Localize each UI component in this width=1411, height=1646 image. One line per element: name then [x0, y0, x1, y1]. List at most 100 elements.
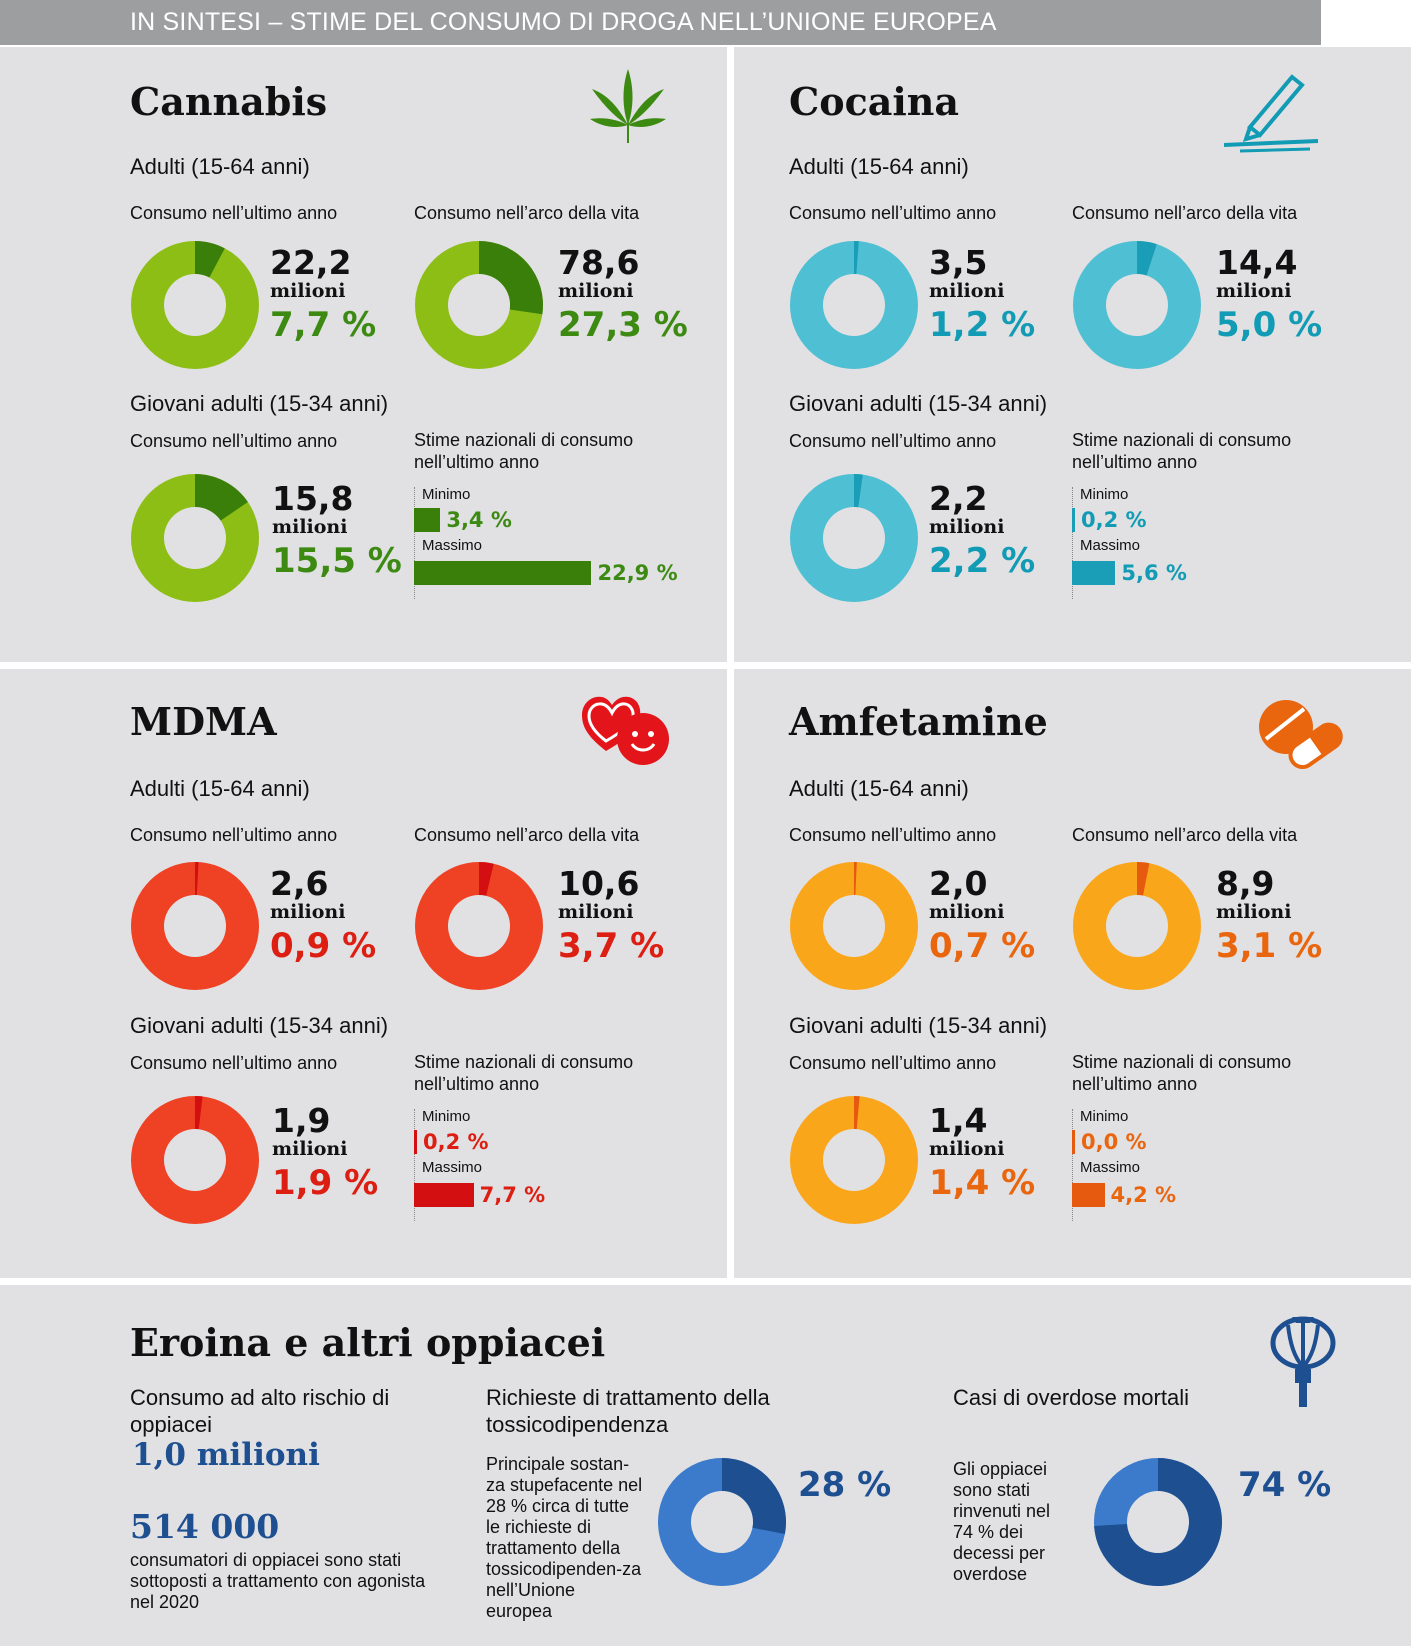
poppy-icon [1270, 1316, 1336, 1407]
donut-hole [823, 274, 885, 336]
donut-slice [1094, 1458, 1222, 1586]
mdma-adult-lifetime-percent: 3,7 % [558, 926, 665, 966]
cannabis-adult-last-year-millions: 22,2 [270, 243, 352, 282]
treatment-requests-heading: Richieste di trattamento della tossicodi… [486, 1385, 770, 1437]
cannabis-young-label: Giovani adulti (15-34 anni) [130, 391, 389, 416]
cannabis-max-value: 22,9 % [597, 561, 678, 585]
national-label-line1: Stime nazionali di consumo [414, 430, 634, 450]
cocaina-adults-label: Adulti (15-64 anni) [789, 154, 969, 179]
cannabis-young-millions: 15,8 [272, 479, 354, 518]
mdma-min-bar [414, 1130, 417, 1154]
cannabis-min-bar [414, 508, 441, 532]
min-label: Minimo [1080, 486, 1129, 503]
min-label: Minimo [422, 486, 471, 503]
amfetamine-young-last-year-label: Consumo nell’ultimo anno [789, 1053, 997, 1073]
range-axis [1072, 1109, 1074, 1221]
cannabis-title: Cannabis [130, 79, 328, 124]
donut-hole [1106, 274, 1168, 336]
cannabis-adult-lifetime-percent: 27,3 % [558, 305, 688, 345]
amfetamine-young-percent: 1,4 % [929, 1163, 1036, 1203]
mdma-adult-last-year-percent: 0,9 % [270, 926, 377, 966]
milioni-label: milioni [558, 901, 634, 923]
donut-hole [448, 274, 510, 336]
pill-capsule-icon [1259, 700, 1343, 770]
donut-hole [1127, 1491, 1189, 1553]
amfetamine-national-label: Stime nazionali di consumo nell’ultimo a… [1072, 1051, 1291, 1095]
donut-slice [479, 862, 494, 896]
cocaina-min-bar [1072, 508, 1075, 532]
milioni-label: milioni [558, 280, 634, 302]
agonist-treatment-value: 514 000 [130, 1507, 280, 1546]
national-label-line2: nell’ultimo anno [1072, 1074, 1198, 1094]
max-label: Massimo [422, 537, 483, 554]
milioni-label: milioni [1216, 280, 1292, 302]
cocaina-adult-last-year-donut [790, 241, 918, 369]
max-label: Massimo [1080, 537, 1141, 554]
donut-hole [164, 895, 226, 957]
amfetamine-adult-lifetime-millions: 8,9 [1216, 864, 1275, 903]
cannabis-max-bar [414, 561, 592, 585]
cannabis-adult-lifetime-millions: 78,6 [558, 243, 640, 282]
cocaina-max-bar [1072, 561, 1116, 585]
treatment-requests-percent: 28 % [798, 1465, 892, 1505]
cocaina-young-last-year-donut [790, 474, 918, 602]
amfetamine-max-value: 4,2 % [1110, 1183, 1177, 1207]
cannabis-last-year-label: Consumo nell’ultimo anno [130, 203, 338, 223]
cocaina-young-millions: 2,2 [929, 479, 988, 518]
mdma-young-last-year-label: Consumo nell’ultimo anno [130, 1053, 338, 1073]
amfetamine-young-last-year-donut [790, 1096, 918, 1224]
range-axis [1072, 487, 1074, 599]
agonist-treatment-text: consumatori di oppiacei sono stati sotto… [130, 1550, 426, 1612]
mdma-title: MDMA [130, 699, 277, 744]
national-label-line1: Stime nazionali di consumo [1072, 1052, 1292, 1072]
donut-slice [722, 1458, 786, 1534]
donut-slice [479, 241, 543, 315]
cannabis-adults-label: Adulti (15-64 anni) [130, 154, 310, 179]
cocaina-panel: Cocaina Adulti (15-64 anni) Consumo nell… [734, 47, 1411, 662]
high-risk-heading: Consumo ad alto rischio di oppiacei [130, 1385, 390, 1437]
cocaina-adult-lifetime-percent: 5,0 % [1216, 305, 1323, 345]
donut-slice [195, 241, 225, 278]
amfetamine-young-label: Giovani adulti (15-34 anni) [789, 1013, 1048, 1038]
mdma-national-label: Stime nazionali di consumo nell’ultimo a… [414, 1051, 633, 1095]
donut-slice [854, 1096, 860, 1130]
mdma-adult-last-year-millions: 2,6 [270, 864, 329, 903]
cannabis-adult-lifetime-donut [415, 241, 543, 369]
eroina-title: Eroina e altri oppiacei [130, 1320, 606, 1365]
mdma-min-value: 0,2 % [423, 1130, 489, 1154]
cannabis-young-last-year-donut [131, 474, 259, 602]
mdma-young-label: Giovani adulti (15-34 anni) [130, 1013, 389, 1038]
cannabis-panel: Cannabis Adulti (15-64 anni) Consumo nel… [0, 47, 727, 662]
donut-slice [1137, 241, 1157, 276]
donut-slice [195, 474, 248, 521]
cocaina-last-year-label: Consumo nell’ultimo anno [789, 203, 997, 223]
milioni-label: milioni [929, 1138, 1005, 1160]
cocaina-lifetime-label: Consumo nell’arco della vita [1072, 203, 1298, 223]
national-label-line2: nell’ultimo anno [1072, 452, 1198, 472]
header-bar: IN SINTESI – STIME DEL CONSUMO DI DROGA … [0, 0, 1321, 45]
range-axis [414, 1109, 416, 1221]
donut-slice [1137, 862, 1150, 896]
milioni-label: milioni [929, 516, 1005, 538]
mdma-lifetime-label: Consumo nell’arco della vita [414, 825, 640, 845]
donut-hole [823, 507, 885, 569]
milioni-label: milioni [270, 280, 346, 302]
mdma-adults-label: Adulti (15-64 anni) [130, 776, 310, 801]
donut-hole [448, 895, 510, 957]
milioni-label: milioni [1216, 901, 1292, 923]
amfetamine-adults-label: Adulti (15-64 anni) [789, 776, 969, 801]
amfetamine-young-millions: 1,4 [929, 1101, 988, 1140]
mdma-adult-lifetime-millions: 10,6 [558, 864, 640, 903]
mdma-adult-lifetime-donut [415, 862, 543, 990]
national-label-line2: nell’ultimo anno [414, 1074, 540, 1094]
milioni-label: milioni [929, 901, 1005, 923]
max-label: Massimo [1080, 1159, 1141, 1176]
cocaine-straw-icon [1223, 74, 1319, 153]
cannabis-young-percent: 15,5 % [272, 541, 402, 581]
national-label-line1: Stime nazionali di consumo [414, 1052, 634, 1072]
amfetamine-adult-last-year-percent: 0,7 % [929, 926, 1036, 966]
treatment-requests-donut [658, 1458, 786, 1586]
mdma-young-millions: 1,9 [272, 1101, 331, 1140]
amfetamine-min-value: 0,0 % [1081, 1130, 1147, 1154]
min-label: Minimo [422, 1108, 471, 1125]
